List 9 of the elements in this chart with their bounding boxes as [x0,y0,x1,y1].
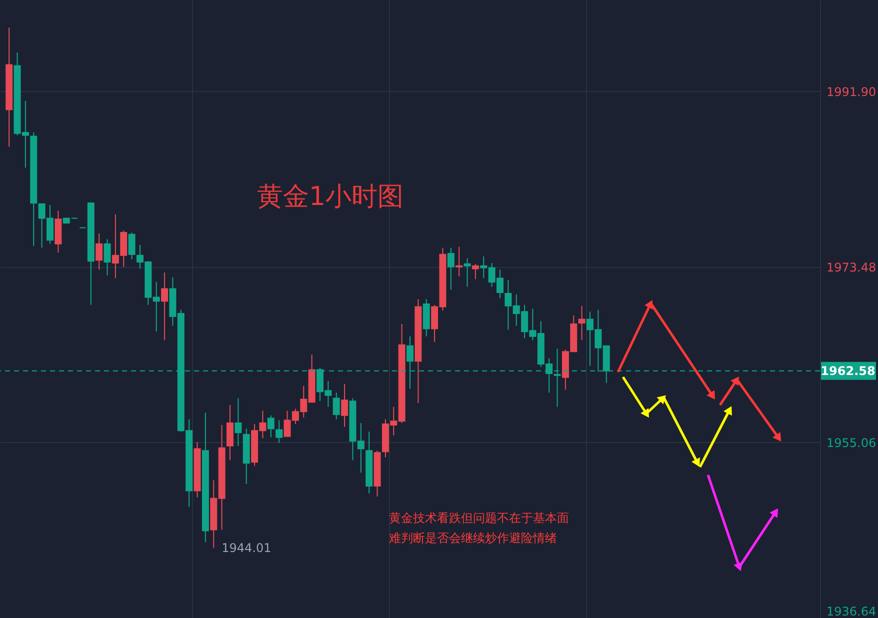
y-tick-label: 1955.06 [826,436,876,450]
y-tick-label: 1991.90 [826,84,876,99]
ref-line-label: 1962.58 [820,364,876,378]
y-tick-label: 1936.64 [826,604,876,618]
annotation: 1944.01 [222,540,272,555]
annotation: 黄金技术看跌但问题不在于基本面 [389,511,569,525]
text: 黄金1小时图 [257,182,404,212]
y-tick-label: 1973.48 [826,260,876,274]
annotation: 难判断是否会继续炒作避险情绪 [388,531,557,545]
